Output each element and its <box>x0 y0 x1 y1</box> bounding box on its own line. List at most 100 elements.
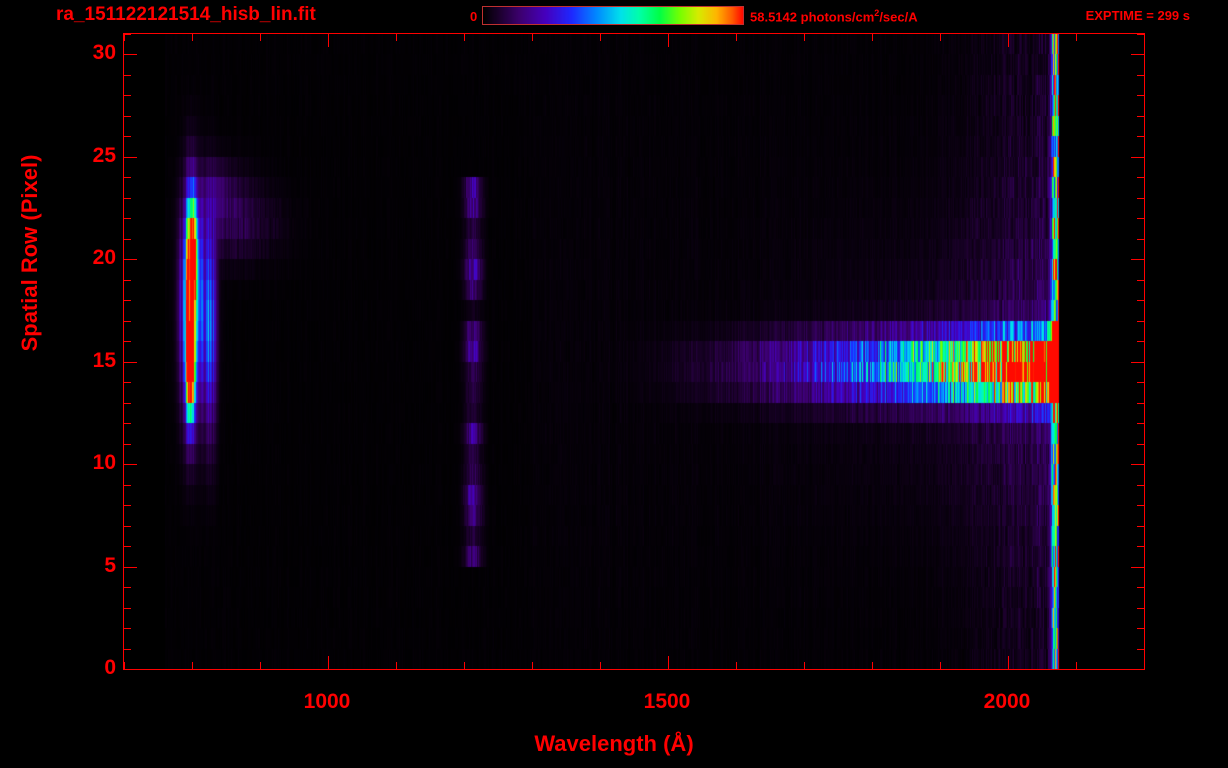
y-minor-tick <box>1137 485 1144 486</box>
y-tick-label: 25 <box>92 143 116 167</box>
y-major-tick <box>1131 54 1144 55</box>
y-minor-tick <box>124 95 131 96</box>
y-minor-tick <box>124 403 131 404</box>
y-minor-tick <box>124 280 131 281</box>
x-minor-tick <box>872 662 873 669</box>
y-tick-label: 30 <box>92 41 116 65</box>
x-minor-tick <box>260 34 261 41</box>
x-tick-label: 1000 <box>303 690 351 713</box>
colorbar-max-label: 58.5142 photons/cm2/sec/A <box>750 8 918 24</box>
y-tick-label: 0 <box>104 656 116 679</box>
x-minor-tick <box>872 34 873 41</box>
y-minor-tick <box>124 177 131 178</box>
x-minor-tick <box>600 34 601 41</box>
x-tick-label: 2000 <box>983 690 1031 713</box>
x-major-tick <box>668 656 669 669</box>
y-minor-tick <box>1137 649 1144 650</box>
x-minor-tick <box>940 662 941 669</box>
y-tick-label: 5 <box>104 553 116 577</box>
y-major-tick <box>124 259 137 260</box>
y-minor-tick <box>124 321 131 322</box>
y-axis-tick-labels: 0 5 10 15 20 25 30 <box>0 33 116 679</box>
y-minor-tick <box>124 526 131 527</box>
x-minor-tick <box>464 34 465 41</box>
y-minor-tick <box>124 587 131 588</box>
x-minor-tick <box>600 662 601 669</box>
y-minor-tick <box>1137 403 1144 404</box>
y-minor-tick <box>124 628 131 629</box>
x-minor-tick <box>396 34 397 41</box>
y-minor-tick <box>124 300 131 301</box>
y-minor-tick <box>1137 218 1144 219</box>
x-axis-title: Wavelength (Å) <box>534 731 694 756</box>
x-minor-tick <box>532 34 533 41</box>
y-minor-tick <box>1137 198 1144 199</box>
colorbar-gradient <box>483 7 743 24</box>
plot-frame <box>123 33 1145 670</box>
y-minor-tick <box>1137 177 1144 178</box>
y-major-tick <box>124 157 137 158</box>
y-minor-tick <box>124 546 131 547</box>
y-major-tick <box>1131 259 1144 260</box>
y-major-tick <box>1131 464 1144 465</box>
x-minor-tick <box>736 34 737 41</box>
spectrogram-canvas <box>124 34 1144 669</box>
y-major-tick <box>1131 362 1144 363</box>
y-major-tick <box>1131 669 1144 670</box>
x-minor-tick <box>124 34 125 41</box>
y-minor-tick <box>1137 526 1144 527</box>
y-tick-label: 15 <box>92 348 116 372</box>
x-minor-tick <box>1144 662 1145 669</box>
y-minor-tick <box>124 34 131 35</box>
x-minor-tick <box>940 34 941 41</box>
y-minor-tick <box>1137 341 1144 342</box>
y-minor-tick <box>1137 239 1144 240</box>
y-minor-tick <box>124 444 131 445</box>
x-minor-tick <box>260 662 261 669</box>
y-major-tick <box>124 362 137 363</box>
y-minor-tick <box>1137 546 1144 547</box>
colorbar-min-label: 0 <box>470 9 478 24</box>
y-minor-tick <box>1137 444 1144 445</box>
x-axis-tick-labels: 1000 1500 2000 <box>123 690 1145 720</box>
y-minor-tick <box>1137 300 1144 301</box>
y-minor-tick <box>124 505 131 506</box>
y-major-tick <box>124 567 137 568</box>
y-minor-tick <box>1137 280 1144 281</box>
y-minor-tick <box>124 198 131 199</box>
y-minor-tick <box>1137 587 1144 588</box>
x-major-tick <box>328 34 329 47</box>
colorbar-units-prefix: photons/cm <box>800 9 875 25</box>
y-minor-tick <box>1137 505 1144 506</box>
y-minor-tick <box>124 341 131 342</box>
y-minor-tick <box>1137 136 1144 137</box>
x-minor-tick <box>736 662 737 669</box>
x-minor-tick <box>804 34 805 41</box>
y-minor-tick <box>1137 75 1144 76</box>
spectrogram-image <box>124 34 1144 669</box>
colorbar-max-value: 58.5142 <box>750 9 797 25</box>
y-minor-tick <box>1137 423 1144 424</box>
x-major-tick <box>1008 34 1009 47</box>
colorbar-units-suffix: /sec/A <box>879 9 918 25</box>
x-minor-tick <box>1076 34 1077 41</box>
y-minor-tick <box>124 116 131 117</box>
y-minor-tick <box>124 649 131 650</box>
x-minor-tick <box>532 662 533 669</box>
y-minor-tick <box>1137 95 1144 96</box>
y-minor-tick <box>124 382 131 383</box>
y-axis-title: Spatial Row (Pixel) <box>17 154 42 352</box>
y-major-tick <box>1131 157 1144 158</box>
x-minor-tick <box>464 662 465 669</box>
y-minor-tick <box>1137 382 1144 383</box>
page-title: ra_151122121514_hisb_lin.fit <box>56 4 316 25</box>
x-minor-tick <box>396 662 397 669</box>
y-minor-tick <box>1137 34 1144 35</box>
y-minor-tick <box>124 218 131 219</box>
y-tick-label: 10 <box>92 451 116 475</box>
y-tick-label: 20 <box>92 246 116 270</box>
y-minor-tick <box>1137 116 1144 117</box>
y-minor-tick <box>1137 321 1144 322</box>
y-major-tick <box>124 54 137 55</box>
